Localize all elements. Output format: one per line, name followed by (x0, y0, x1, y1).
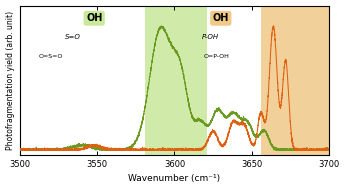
Y-axis label: Photofragmentation yield (arb. unit): Photofragmentation yield (arb. unit) (6, 11, 14, 150)
X-axis label: Wavenumber (cm⁻¹): Wavenumber (cm⁻¹) (128, 174, 220, 184)
Text: O=P-OH: O=P-OH (203, 54, 229, 59)
Text: S=O: S=O (65, 34, 80, 40)
Text: OH: OH (213, 13, 229, 23)
Text: OH: OH (86, 13, 102, 23)
Text: O=S=O: O=S=O (39, 54, 63, 59)
Text: P-OH: P-OH (201, 34, 218, 40)
Bar (261, 5, 329, 155)
Bar (145, 5, 207, 155)
